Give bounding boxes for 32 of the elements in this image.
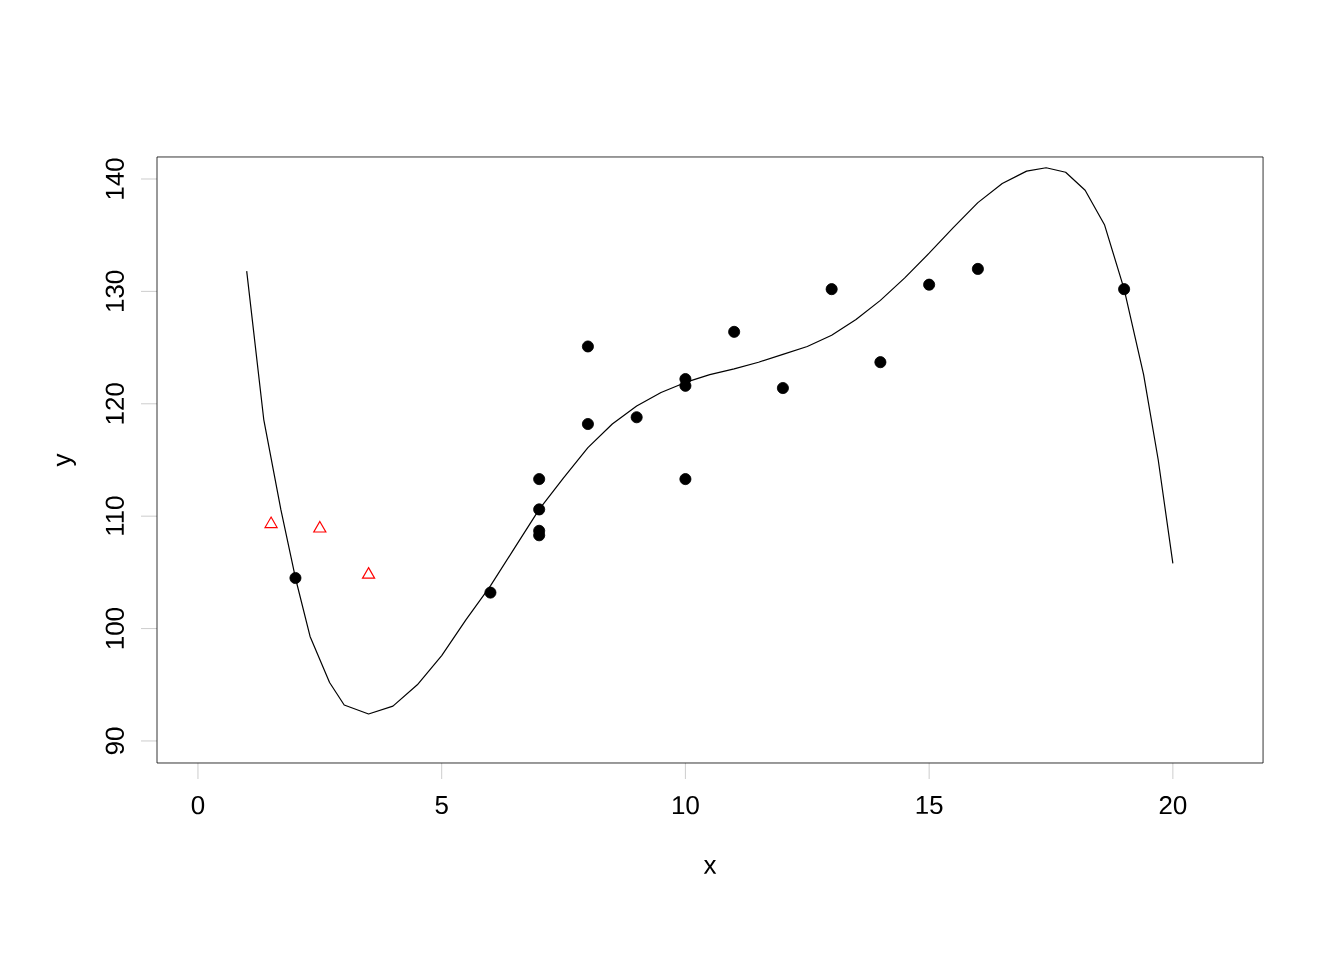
x-tick-label: 20 [1159, 796, 1187, 815]
line-series [246, 167, 1174, 715]
point [533, 503, 546, 516]
point [971, 262, 984, 275]
point [484, 586, 497, 599]
point [630, 411, 643, 424]
x-tick-label: 10 [672, 796, 699, 815]
point [533, 473, 546, 486]
y-axis-title: y [56, 453, 76, 467]
point [313, 520, 327, 533]
y-tick-label: 110 [105, 496, 124, 535]
point [361, 567, 376, 579]
point [581, 340, 594, 353]
point [1118, 283, 1131, 296]
y-tick-label: 130 [105, 270, 124, 312]
y-tick-label: 100 [105, 607, 124, 649]
point [874, 356, 887, 369]
x-axis-title: x [703, 860, 717, 874]
point [581, 418, 594, 430]
y-tick-label: 90 [105, 727, 124, 755]
point [825, 283, 838, 296]
x-tick-label: 0 [191, 796, 205, 815]
point [923, 278, 936, 291]
y-tick-label: 120 [105, 383, 124, 424]
point [679, 473, 692, 486]
point [776, 382, 789, 395]
point [264, 516, 278, 529]
point [289, 572, 302, 584]
y-tick-label: 140 [105, 158, 124, 199]
x-tick-label: 15 [916, 796, 943, 815]
point [728, 325, 741, 338]
x-tick-label: 5 [435, 796, 448, 815]
